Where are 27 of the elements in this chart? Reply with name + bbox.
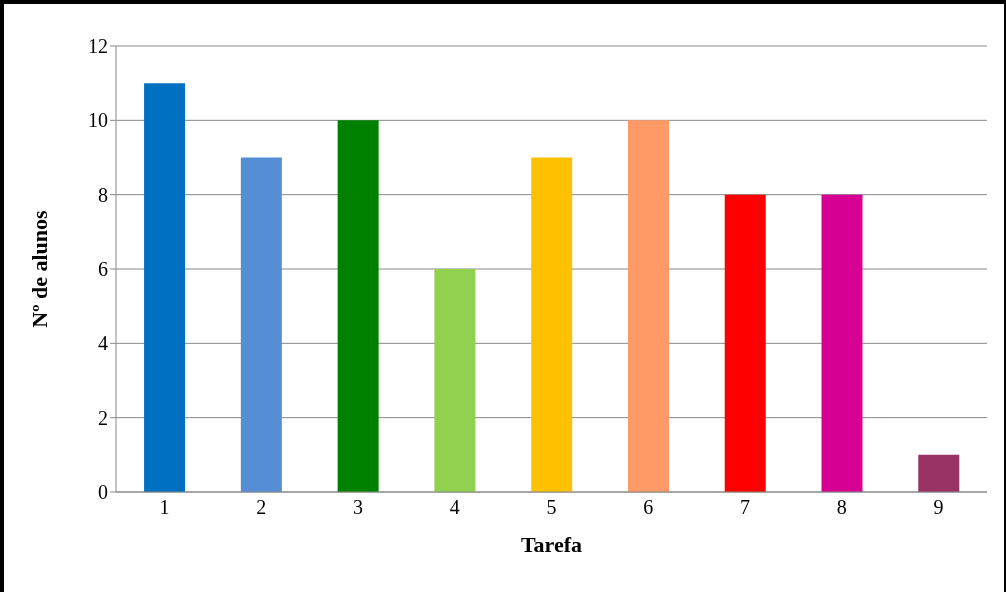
- y-tick-label: 0: [98, 481, 108, 504]
- y-tick-label: 10: [88, 109, 108, 132]
- y-tick-label: 2: [98, 406, 108, 429]
- x-tick-label: 6: [643, 496, 654, 519]
- bar: [627, 120, 669, 492]
- x-tick-label: 2: [256, 496, 267, 519]
- bar: [918, 454, 960, 492]
- bar: [434, 269, 476, 492]
- x-tick-label: 8: [836, 496, 847, 519]
- x-axis-title: Tarefa: [520, 532, 583, 557]
- x-tick-label: 4: [449, 496, 460, 519]
- x-tick-label: 5: [546, 496, 557, 519]
- y-tick-label: 4: [98, 332, 108, 355]
- bar: [144, 83, 186, 492]
- y-tick-label: 12: [88, 35, 108, 58]
- bar: [531, 157, 573, 492]
- x-tick-label: 3: [352, 496, 363, 519]
- bar: [240, 157, 282, 492]
- x-tick-label: 7: [740, 496, 751, 519]
- y-tick-label: 8: [98, 183, 108, 206]
- y-axis-title: Nº de alunos: [26, 209, 52, 328]
- x-tick-label: 1: [159, 496, 170, 519]
- y-tick-label: 6: [98, 258, 108, 281]
- bar: [821, 194, 863, 492]
- x-tick-label: 9: [933, 496, 944, 519]
- bar: [337, 120, 379, 492]
- bar: [724, 194, 766, 492]
